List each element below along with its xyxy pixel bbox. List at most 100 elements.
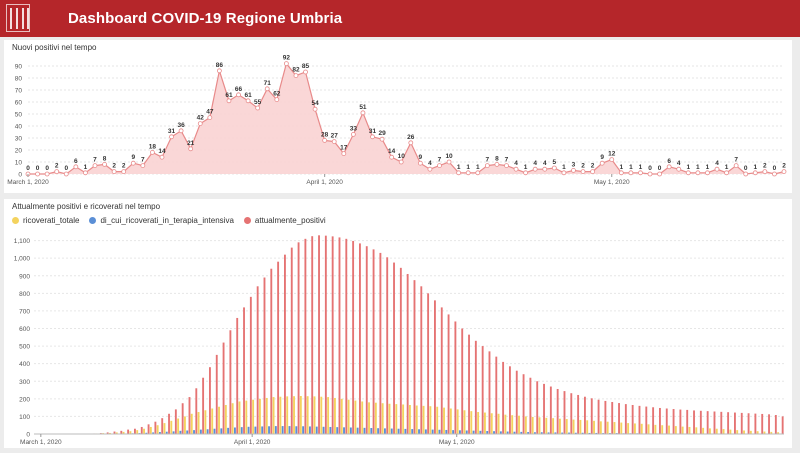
data-point [131, 161, 135, 165]
data-point [342, 152, 346, 156]
y-tick-label: 500 [19, 344, 30, 351]
bar-attuali [529, 378, 531, 434]
data-label: 1 [753, 164, 757, 171]
data-label: 86 [216, 62, 224, 69]
bar-terapia [241, 427, 243, 434]
bar-ricoverati [327, 397, 329, 434]
data-point [313, 107, 317, 111]
bar-attuali [379, 253, 381, 434]
bar-ricoverati [614, 422, 616, 434]
bar-attuali [325, 236, 327, 434]
bar-ricoverati [545, 418, 547, 434]
data-point [524, 171, 528, 175]
bar-attuali [250, 297, 252, 434]
bar-attuali [209, 367, 211, 434]
bar-ricoverati [518, 416, 520, 434]
bar-ricoverati [273, 397, 275, 434]
bar-attuali [782, 416, 784, 434]
data-label: 7 [486, 157, 490, 164]
bar-attuali [536, 381, 538, 434]
bar-ricoverati [395, 404, 397, 434]
bar-ricoverati [191, 414, 193, 434]
bar-ricoverati [402, 404, 404, 434]
bar-attuali [291, 248, 293, 434]
data-point [275, 98, 279, 102]
bar-ricoverati [286, 396, 288, 434]
data-point [495, 162, 499, 166]
bar-ricoverati [695, 427, 697, 434]
bar-terapia [302, 426, 304, 434]
data-point [323, 138, 327, 142]
bar-attuali [516, 371, 518, 434]
hospital-panel: Attualmente positivi e ricoverati nel te… [4, 199, 792, 448]
bar-ricoverati [504, 415, 506, 434]
data-label: 61 [225, 92, 233, 99]
data-point [418, 161, 422, 165]
data-point [103, 162, 107, 166]
data-label: 4 [533, 160, 537, 167]
bar-ricoverati [136, 430, 138, 434]
bar-terapia [384, 428, 386, 434]
data-label: 0 [773, 165, 777, 172]
bar-terapia [466, 430, 468, 434]
bar-attuali [420, 286, 422, 434]
bar-ricoverati [654, 425, 656, 434]
bar-attuali [229, 330, 231, 434]
x-tick-label: May 1, 2020 [594, 179, 630, 186]
bar-terapia [411, 429, 413, 434]
bar-attuali [564, 391, 566, 434]
y-tick-label: 400 [19, 361, 30, 368]
data-point [485, 164, 489, 168]
bar-ricoverati [450, 409, 452, 434]
data-point [571, 168, 575, 172]
bar-terapia [418, 429, 420, 434]
legend-item-ricoverati[interactable]: ricoverati_totale [12, 216, 79, 225]
data-point [725, 171, 729, 175]
bar-attuali [748, 413, 750, 434]
data-point [361, 111, 365, 115]
data-label: 7 [505, 157, 509, 164]
bar-ricoverati [579, 420, 581, 434]
bar-attuali [509, 366, 511, 434]
y-tick-label: 80 [15, 76, 23, 83]
y-tick-label: 0 [26, 432, 30, 439]
bar-ricoverati [627, 423, 629, 434]
bar-ricoverati [634, 423, 636, 434]
bar-terapia [248, 427, 250, 434]
data-label: 92 [283, 55, 291, 62]
bar-ricoverati [423, 406, 425, 434]
bar-attuali [686, 410, 688, 434]
bar-terapia [439, 430, 441, 434]
bar-attuali [202, 378, 204, 434]
legend-item-attuali[interactable]: attualmente_positivi [244, 216, 326, 225]
legend-item-terapia[interactable]: di_cui_ricoverati_in_terapia_intensiva [89, 216, 233, 225]
bar-attuali [148, 424, 150, 434]
data-point [371, 135, 375, 139]
bar-attuali [345, 239, 347, 434]
bar-ricoverati [573, 420, 575, 434]
bar-attuali [570, 393, 572, 434]
bar-attuali [754, 414, 756, 434]
x-tick-label: April 1, 2020 [306, 179, 343, 186]
data-label: 2 [112, 163, 116, 170]
bar-ricoverati [491, 413, 493, 434]
y-tick-label: 800 [19, 291, 30, 298]
bar-terapia [370, 428, 372, 434]
data-label: 1 [457, 164, 461, 171]
bar-attuali [495, 357, 497, 434]
bar-attuali [523, 374, 525, 434]
data-point [533, 167, 537, 171]
bar-ricoverati [661, 425, 663, 434]
bar-ricoverati [511, 415, 513, 434]
data-label: 9 [600, 154, 604, 161]
data-label: 14 [158, 148, 166, 155]
bar-attuali [741, 413, 743, 434]
bar-terapia [336, 427, 338, 434]
bar-attuali [175, 409, 177, 434]
bar-ricoverati [532, 417, 534, 434]
data-label: 0 [658, 165, 662, 172]
bar-ricoverati [429, 406, 431, 434]
data-label: 27 [331, 133, 339, 140]
bar-ricoverati [416, 406, 418, 434]
data-label: 31 [369, 128, 377, 135]
